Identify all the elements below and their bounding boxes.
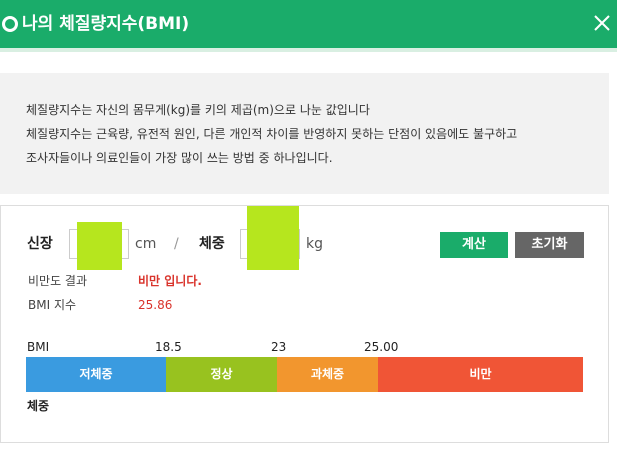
reset-button[interactable]: 초기화 (515, 232, 584, 258)
info-box: 체질량지수는 자신의 몸무게(kg)를 키의 제곱(m)으로 나눈 값입니다 체… (0, 73, 609, 194)
info-line: 조사자들이나 의료인들이 가장 많이 쓰는 방법 중 하나입니다. (26, 151, 333, 165)
header-divider (0, 48, 617, 52)
calculate-button[interactable]: 계산 (440, 232, 508, 258)
bmi-segment-overweight: 과체중 (277, 357, 378, 392)
close-button[interactable] (589, 10, 615, 36)
bmi-segment-normal: 정상 (166, 357, 277, 392)
bmi-index-label: BMI 지수 (28, 298, 77, 312)
bmi-index-value: 25.86 (138, 298, 173, 312)
bmi-tick-label: 18.5 (155, 340, 182, 354)
redaction-mask (77, 222, 122, 270)
dialog-header: 나의 체질량지수(BMI) (0, 0, 617, 48)
bmi-tick-label: 25.00 (364, 340, 399, 354)
bmi-segment-underweight: 저체중 (26, 357, 166, 392)
close-icon (594, 15, 610, 31)
info-line: 체질량지수는 자신의 몸무게(kg)를 키의 제곱(m)으로 나눈 값입니다 (26, 103, 370, 117)
weight-unit: kg (306, 236, 323, 252)
obesity-result-value: 비만 입니다. (138, 274, 202, 288)
height-unit: cm (135, 236, 157, 252)
weight-label: 체중 (199, 236, 225, 252)
redaction-mask (247, 206, 299, 270)
bmi-scale-label: BMI (27, 340, 50, 354)
info-line: 체질량지수는 근육량, 유전적 원인, 다른 개인적 차이를 반영하지 못하는 … (26, 127, 518, 141)
weight-axis-label: 체중 (27, 399, 50, 413)
circle-icon (2, 16, 18, 32)
separator: / (174, 236, 179, 252)
height-label: 신장 (27, 236, 53, 252)
obesity-result-label: 비만도 결과 (28, 274, 88, 288)
bmi-tick-label: 23 (271, 340, 287, 354)
dialog-title: 나의 체질량지수(BMI) (22, 14, 190, 34)
bmi-segment-obese: 비만 (378, 357, 583, 392)
